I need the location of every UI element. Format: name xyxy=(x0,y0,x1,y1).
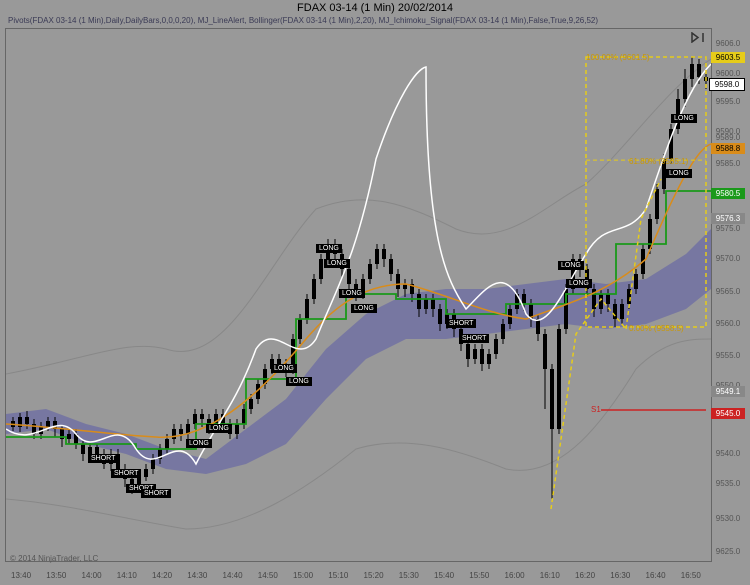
time-tick: 13:40 xyxy=(11,571,31,580)
time-tick: 15:40 xyxy=(434,571,454,580)
signal-long: LONG xyxy=(186,439,212,448)
signal-long: LONG xyxy=(206,424,232,433)
price-label: 9535.0 xyxy=(711,478,745,489)
fib-label: 61.80% (9585.1) xyxy=(629,157,688,166)
price-label: 9575.0 xyxy=(711,223,745,234)
chart-title: FDAX 03-14 (1 Min) 20/02/2014 xyxy=(0,2,750,14)
time-tick: 15:50 xyxy=(469,571,489,580)
time-tick: 14:40 xyxy=(223,571,243,580)
price-label: 9603.5 xyxy=(711,52,745,63)
price-label: 9595.0 xyxy=(711,96,745,107)
time-tick: 15:20 xyxy=(364,571,384,580)
signal-short: SHORT xyxy=(459,334,489,343)
time-tick: 15:00 xyxy=(293,571,313,580)
price-plot[interactable]: SHORT SHORT SHORT SHORT LONG LONG LONG LONG LONG… xyxy=(5,28,712,562)
price-label: 9540.0 xyxy=(711,448,745,459)
time-tick: 16:40 xyxy=(646,571,666,580)
signal-short: SHORT xyxy=(141,489,171,498)
signal-long: LONG xyxy=(566,279,592,288)
price-label: 9588.8 xyxy=(711,143,745,154)
time-tick: 16:10 xyxy=(540,571,560,580)
time-tick: 16:00 xyxy=(505,571,525,580)
pivot-s1-label: S1 xyxy=(591,405,601,414)
signal-short: SHORT xyxy=(111,469,141,478)
signal-short: SHORT xyxy=(88,454,118,463)
time-tick: 14:20 xyxy=(152,571,172,580)
price-label: 9570.0 xyxy=(711,253,745,264)
signal-long: LONG xyxy=(558,261,584,270)
price-label: 9555.0 xyxy=(711,350,745,361)
signal-long: LONG xyxy=(324,259,350,268)
indicator-list: Pivots(FDAX 03-14 (1 Min),Daily,DailyBar… xyxy=(8,16,598,25)
price-label: 9530.0 xyxy=(711,513,745,524)
copyright-label: © 2014 NinjaTrader, LLC xyxy=(10,554,98,563)
time-tick: 16:30 xyxy=(610,571,630,580)
signal-long: LONG xyxy=(316,244,342,253)
signal-long: LONG xyxy=(671,114,697,123)
signal-long: LONG xyxy=(339,289,365,298)
signal-long: LONG xyxy=(271,364,297,373)
price-axis: 9606.09603.59600.09598.09595.09590.09589… xyxy=(710,28,745,560)
time-tick: 16:20 xyxy=(575,571,595,580)
time-tick: 15:10 xyxy=(328,571,348,580)
price-label: 9560.0 xyxy=(711,318,745,329)
fib-label: 0.00% (9558.5) xyxy=(629,324,684,333)
price-label: 9545.0 xyxy=(711,408,745,419)
time-tick: 14:00 xyxy=(82,571,102,580)
fib-label: 100.00% (9601.5) xyxy=(586,53,650,62)
price-label: 9625.0 xyxy=(711,546,745,557)
time-tick: 14:30 xyxy=(187,571,207,580)
price-label: 9580.5 xyxy=(711,188,745,199)
signal-short: SHORT xyxy=(446,319,476,328)
chart-window[interactable]: FDAX 03-14 (1 Min) 20/02/2014 Pivots(FDA… xyxy=(0,0,750,585)
price-label: 9565.0 xyxy=(711,286,745,297)
price-label: 9606.0 xyxy=(711,38,745,49)
time-tick: 13:50 xyxy=(46,571,66,580)
time-tick: 14:50 xyxy=(258,571,278,580)
price-label: 9585.0 xyxy=(711,158,745,169)
signal-long: LONG xyxy=(666,169,692,178)
time-tick: 14:10 xyxy=(117,571,137,580)
time-axis: 13:40 13:50 14:00 14:10 14:20 14:30 14:40 14:50… xyxy=(5,565,710,580)
time-tick: 16:50 xyxy=(681,571,701,580)
price-label: 9589.0 xyxy=(711,132,745,143)
signal-long: LONG xyxy=(286,377,312,386)
price-label: 9549.1 xyxy=(711,386,745,397)
time-tick: 15:30 xyxy=(399,571,419,580)
price-label: 9598.0 xyxy=(709,78,745,91)
signal-long: LONG xyxy=(351,304,377,313)
